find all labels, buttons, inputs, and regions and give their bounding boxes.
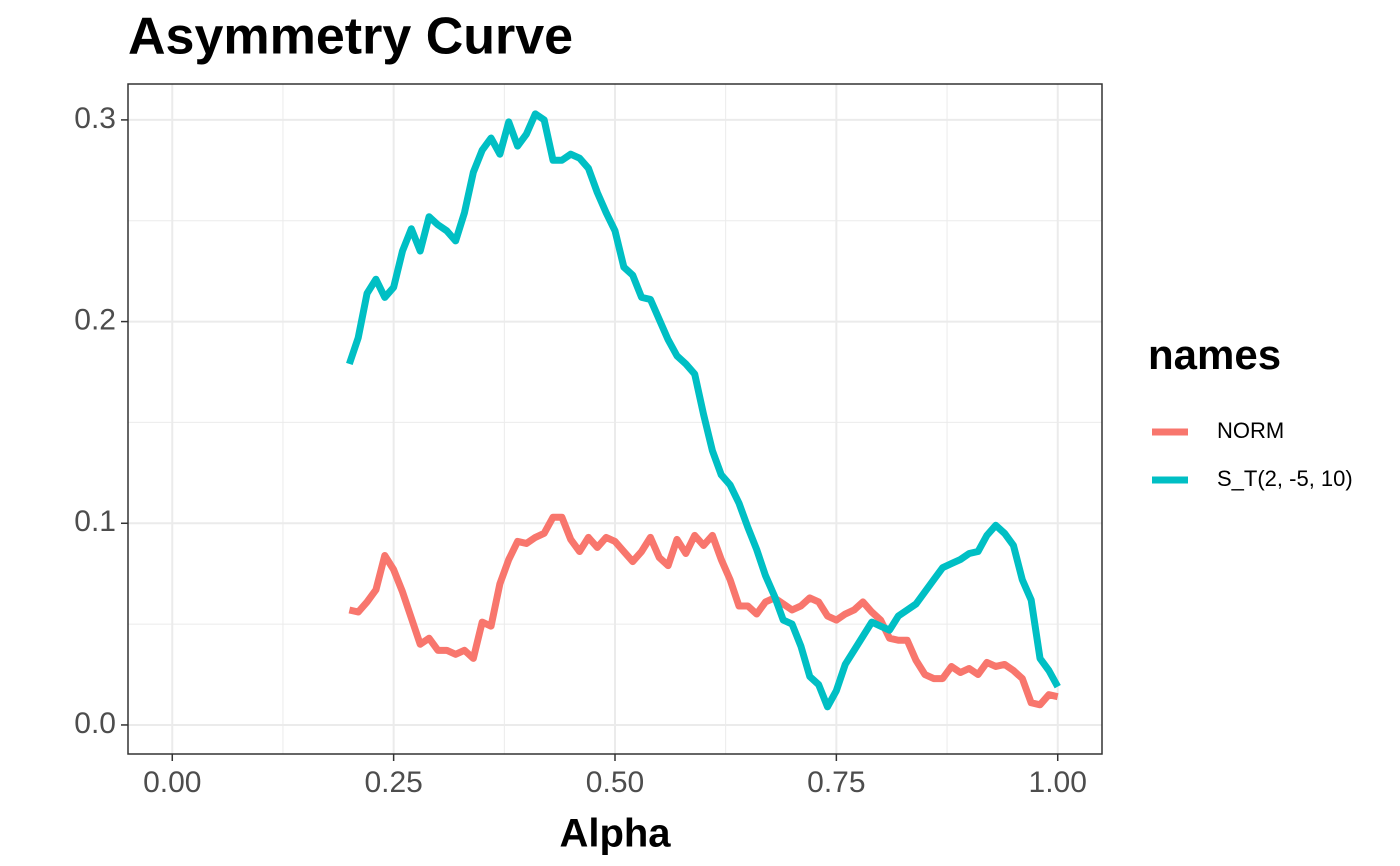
legend-title: names [1148, 331, 1281, 378]
plot-border [127, 83, 1103, 755]
y-tick-label: 0.3 [74, 102, 116, 135]
x-tick-label: 0.75 [807, 766, 865, 799]
y-tick-label: 0.0 [74, 707, 116, 740]
legend-label: NORM [1217, 418, 1284, 443]
x-tick-label: 0.50 [586, 766, 644, 799]
line-series [348, 513, 1059, 709]
y-tick-label: 0.2 [74, 304, 116, 337]
x-axis-title: Alpha [559, 812, 671, 856]
x-tick-label: 1.00 [1029, 766, 1087, 799]
y-tick-label: 0.1 [74, 505, 116, 538]
chart-title: Asymmetry Curve [128, 8, 573, 66]
line-series [346, 110, 1061, 711]
x-tick-label: 0.00 [143, 766, 201, 799]
x-tick-label: 0.25 [364, 766, 422, 799]
legend-label: S_T(2, -5, 10) [1217, 466, 1353, 491]
